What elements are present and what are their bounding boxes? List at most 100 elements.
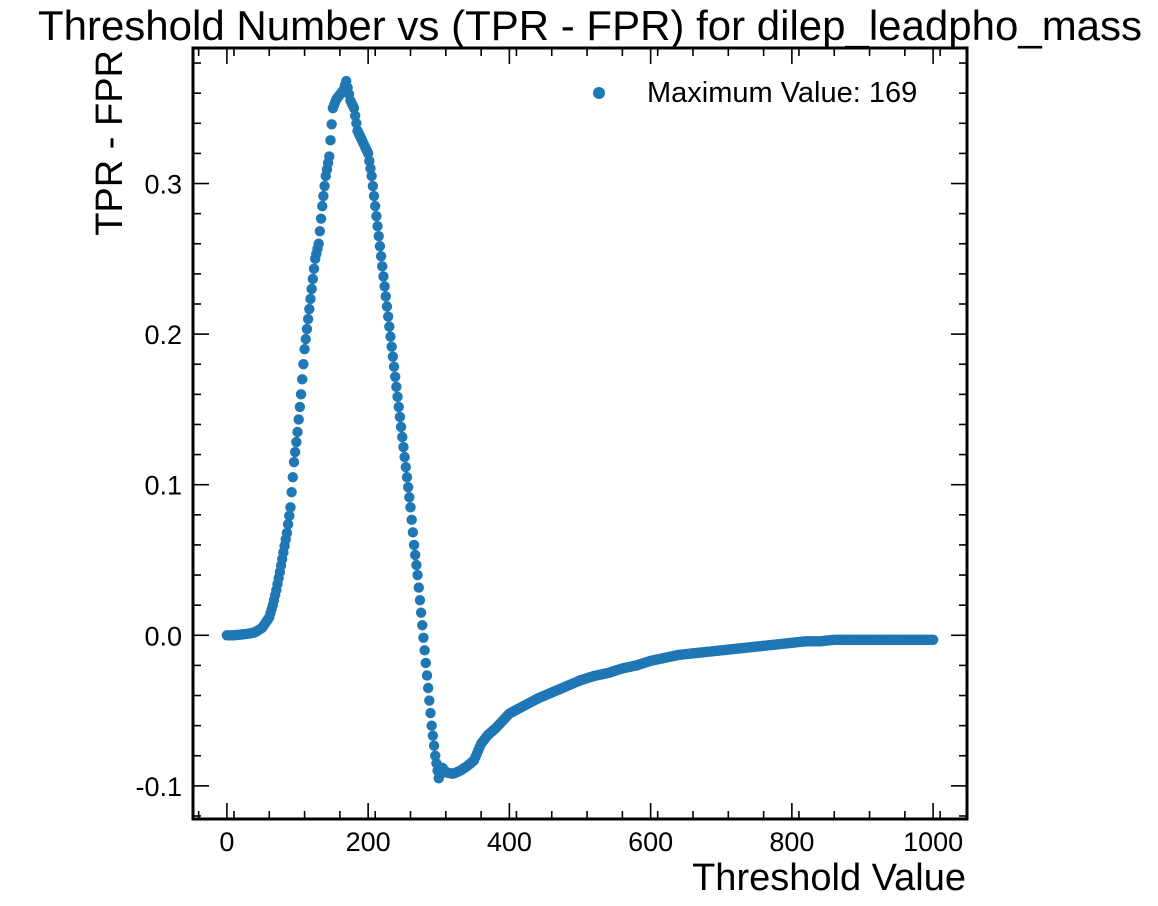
data-point: [295, 389, 307, 400]
x-tick-label: 400: [487, 827, 532, 857]
y-tick-label: 0.0: [144, 621, 182, 651]
data-point: [379, 281, 390, 292]
data-point: [319, 180, 330, 192]
data-point: [414, 594, 426, 606]
axis-ticks: [193, 48, 967, 819]
data-point: [300, 333, 311, 345]
data-point: [408, 539, 420, 551]
data-point: [297, 374, 308, 385]
data-point: [378, 271, 389, 282]
data-point: [395, 421, 407, 433]
x-tick-label: 0: [219, 827, 234, 857]
chart-title: Threshold Number vs (TPR - FPR) for dile…: [38, 2, 1142, 49]
data-point: [927, 634, 939, 645]
data-point: [287, 471, 299, 483]
data-point: [307, 273, 319, 285]
data-point: [308, 263, 320, 275]
data-point: [399, 451, 410, 463]
data-point: [366, 170, 377, 182]
data-point: [406, 514, 417, 526]
data-point: [315, 213, 327, 224]
data-point: [410, 549, 421, 561]
data-point: [380, 291, 391, 302]
data-point: [387, 351, 399, 362]
data-point: [305, 293, 316, 305]
data-point: [390, 371, 401, 382]
data-point: [427, 730, 439, 741]
plot-frame: [191, 46, 969, 821]
y-tick-label: 0.2: [144, 320, 182, 350]
data-point: [404, 492, 415, 503]
data-point: [285, 502, 296, 513]
data-point: [291, 436, 302, 448]
data-point: [401, 471, 413, 483]
data-point: [372, 220, 383, 232]
data-point: [394, 411, 406, 423]
data-point: [293, 414, 304, 425]
y-tick-label: 0.1: [144, 471, 182, 501]
data-point: [306, 283, 317, 295]
data-point: [304, 303, 315, 315]
data-point: [325, 135, 336, 146]
data-point: [419, 645, 430, 656]
data-point: [417, 620, 428, 631]
data-point: [314, 226, 326, 237]
data-point: [385, 331, 396, 342]
data-point: [299, 343, 310, 355]
data-point: [282, 519, 294, 530]
y-tick-label: 0.3: [144, 170, 182, 200]
data-point: [302, 313, 314, 325]
data-point: [411, 559, 422, 571]
data-point: [405, 502, 416, 513]
axis-tick-labels: 0 200 400 600 800 1000 -0.1 0.0 0.1 0.2 0.3: [135, 170, 963, 857]
data-point: [426, 720, 437, 731]
data-point: [368, 190, 380, 202]
data-point: [425, 707, 436, 719]
data-point: [318, 190, 329, 202]
data-point: [374, 241, 386, 252]
x-tick-label: 200: [346, 827, 391, 857]
data-point: [428, 740, 440, 751]
x-tick-label: 800: [769, 827, 814, 857]
data-point: [402, 482, 414, 493]
data-point: [289, 446, 301, 458]
data-point: [421, 670, 433, 681]
data-point: [286, 487, 297, 498]
data-point: [382, 311, 394, 322]
legend-text: Maximum Value: 169: [647, 77, 917, 109]
data-point: [292, 426, 303, 438]
y-axis-label: TPR - FPR: [89, 50, 131, 236]
data-point: [384, 321, 395, 332]
data-point: [393, 401, 404, 413]
x-tick-label: 600: [628, 827, 673, 857]
data-point: [370, 200, 381, 212]
data-points: [221, 75, 939, 784]
x-tick-label: 1000: [903, 827, 963, 857]
data-point: [284, 510, 295, 522]
data-point: [281, 527, 293, 539]
data-point: [317, 200, 328, 212]
legend: Maximum Value: 169: [593, 77, 917, 109]
data-point: [420, 657, 432, 669]
data-point: [415, 607, 427, 618]
y-tick-label: -0.1: [135, 772, 182, 802]
data-point: [324, 151, 335, 162]
data-point: [288, 456, 300, 468]
data-point: [371, 210, 382, 222]
data-point: [424, 695, 435, 706]
data-point: [326, 119, 337, 130]
data-point: [388, 361, 400, 372]
data-point: [298, 359, 309, 370]
data-point: [413, 582, 424, 593]
data-point: [400, 461, 411, 473]
data-point: [381, 301, 393, 312]
data-point: [373, 231, 384, 242]
data-point: [301, 323, 313, 335]
data-point: [397, 431, 408, 443]
data-point: [418, 632, 429, 643]
data-point: [391, 381, 402, 393]
x-axis-label: Threshold Value: [692, 857, 966, 899]
data-point: [392, 391, 403, 403]
data-point: [422, 682, 434, 694]
